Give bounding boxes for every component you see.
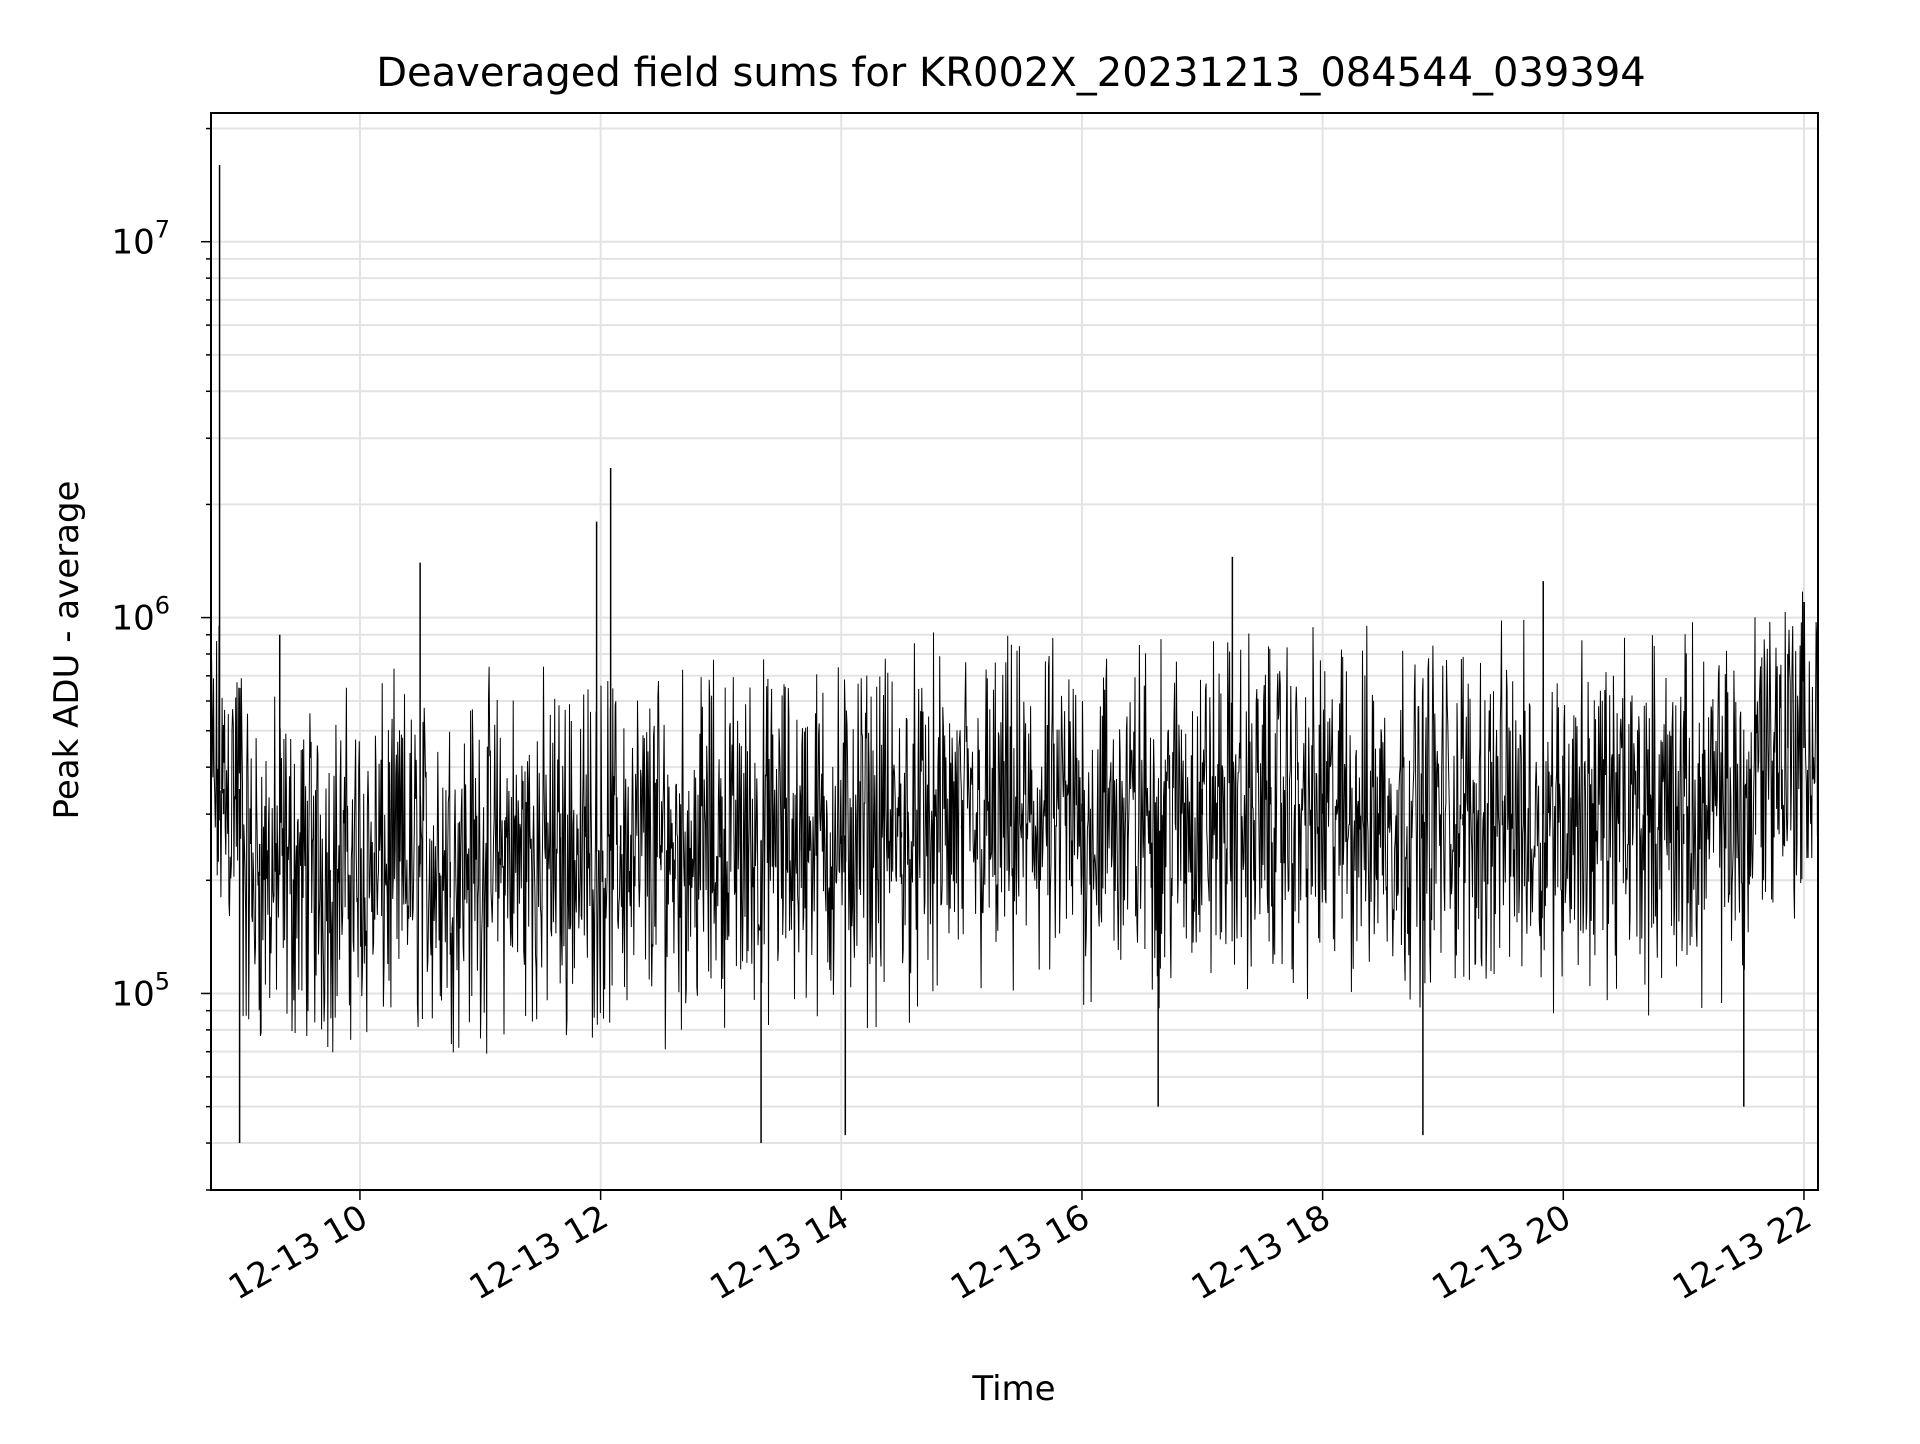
series-line [210,591,1819,1054]
y-axis-label: Peak ADU - average [47,481,87,820]
chart-title: Deaveraged field sums for KR002X_2023121… [376,50,1645,96]
x-tick-label: 12-13 10 [222,1197,374,1308]
x-tick-label: 12-13 12 [463,1197,615,1308]
y-axis: 105 106 107 [111,127,211,1191]
x-tick-label: 12-13 18 [1185,1197,1337,1308]
plot-frame [210,112,1819,1191]
y-tick-label: 105 [111,967,170,1014]
x-tick-label: 12-13 22 [1666,1197,1818,1308]
y-tick-label: 106 [111,592,170,639]
x-tick-label: 12-13 16 [944,1197,1096,1308]
x-tick-label: 12-13 14 [703,1197,855,1308]
y-tick-label: 107 [111,216,170,263]
x-axis-label: Time [971,1369,1055,1409]
x-axis: 12-13 10 12-13 12 12-13 14 12-13 16 12-13 18… [222,1190,1818,1308]
grid [211,113,1818,1191]
x-tick-label: 12-13 20 [1425,1197,1577,1308]
